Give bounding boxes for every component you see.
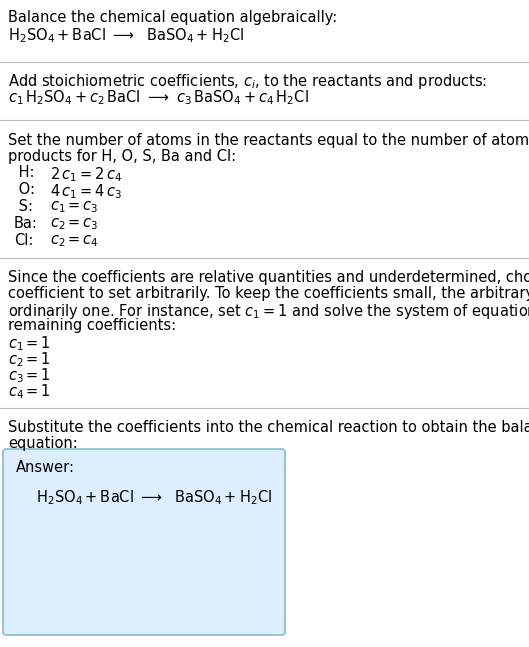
Text: $\mathrm{H_2SO_4 + BaCl\ \longrightarrow\ \ BaSO_4 + H_2Cl}$: $\mathrm{H_2SO_4 + BaCl\ \longrightarrow… xyxy=(36,488,272,507)
Text: $c_2 = c_4$: $c_2 = c_4$ xyxy=(50,233,99,248)
Text: $c_1 = c_3$: $c_1 = c_3$ xyxy=(50,199,98,215)
Text: Ba:: Ba: xyxy=(14,216,38,231)
Text: $c_3 = 1$: $c_3 = 1$ xyxy=(8,366,51,385)
Text: ordinarily one. For instance, set $c_1 = 1$ and solve the system of equations fo: ordinarily one. For instance, set $c_1 =… xyxy=(8,302,529,321)
Text: $2\,c_1 = 2\,c_4$: $2\,c_1 = 2\,c_4$ xyxy=(50,165,122,184)
Text: O:: O: xyxy=(14,182,35,197)
FancyBboxPatch shape xyxy=(3,449,285,635)
Text: S:: S: xyxy=(14,199,33,214)
Text: equation:: equation: xyxy=(8,436,78,451)
Text: Since the coefficients are relative quantities and underdetermined, choose a: Since the coefficients are relative quan… xyxy=(8,270,529,285)
Text: Balance the chemical equation algebraically:: Balance the chemical equation algebraica… xyxy=(8,10,338,25)
Text: $4\,c_1 = 4\,c_3$: $4\,c_1 = 4\,c_3$ xyxy=(50,182,122,201)
Text: Set the number of atoms in the reactants equal to the number of atoms in the: Set the number of atoms in the reactants… xyxy=(8,133,529,148)
Text: coefficient to set arbitrarily. To keep the coefficients small, the arbitrary va: coefficient to set arbitrarily. To keep … xyxy=(8,286,529,301)
Text: Cl:: Cl: xyxy=(14,233,33,248)
Text: products for H, O, S, Ba and Cl:: products for H, O, S, Ba and Cl: xyxy=(8,149,236,164)
Text: $c_1 = 1$: $c_1 = 1$ xyxy=(8,334,51,353)
Text: remaining coefficients:: remaining coefficients: xyxy=(8,318,176,333)
Text: H:: H: xyxy=(14,165,34,180)
Text: Substitute the coefficients into the chemical reaction to obtain the balanced: Substitute the coefficients into the che… xyxy=(8,420,529,435)
Text: $c_2 = c_3$: $c_2 = c_3$ xyxy=(50,216,98,232)
Text: Answer:: Answer: xyxy=(16,460,75,475)
Text: $c_2 = 1$: $c_2 = 1$ xyxy=(8,350,51,369)
Text: $c_1\,\mathrm{H_2SO_4} + c_2\,\mathrm{BaCl}\ \longrightarrow\ c_3\,\mathrm{BaSO_: $c_1\,\mathrm{H_2SO_4} + c_2\,\mathrm{Ba… xyxy=(8,88,309,107)
Text: $\mathrm{H_2SO_4 + BaCl\ \longrightarrow\ \ BaSO_4 + H_2Cl}$: $\mathrm{H_2SO_4 + BaCl\ \longrightarrow… xyxy=(8,26,244,45)
Text: Add stoichiometric coefficients, $c_i$, to the reactants and products:: Add stoichiometric coefficients, $c_i$, … xyxy=(8,72,487,91)
Text: $c_4 = 1$: $c_4 = 1$ xyxy=(8,382,51,400)
